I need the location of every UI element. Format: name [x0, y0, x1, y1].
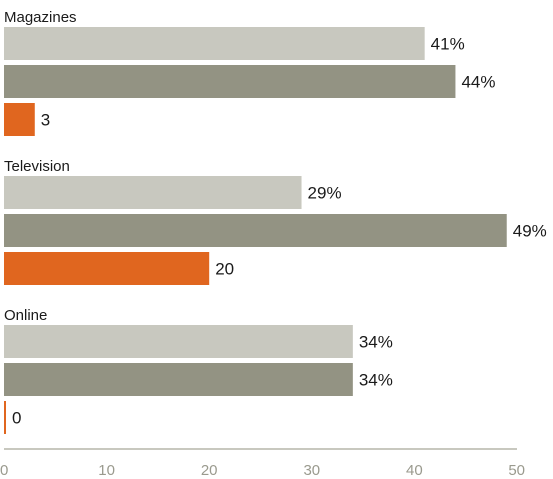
category-label: Magazines: [4, 9, 77, 26]
bar-online-series-1: [4, 325, 353, 358]
bar-magazines-series-3: [4, 103, 35, 136]
chart-groups: Magazines 41% 44% 3 Television 29% 49% 20 Online…: [4, 9, 547, 434]
value-label: 41%: [431, 35, 465, 54]
bar-television-series-3: [4, 252, 210, 285]
category-label: Television: [4, 158, 70, 175]
value-label: 20: [215, 260, 234, 279]
category-label: Online: [4, 307, 47, 324]
value-label: 44%: [461, 73, 495, 92]
group-online: Online 34% 34% 0: [4, 307, 393, 434]
bar-magazines-series-2: [4, 65, 456, 98]
x-tick-label: 10: [98, 462, 115, 479]
group-television: Television 29% 49% 20: [4, 158, 547, 285]
bar-online-series-2: [4, 363, 353, 396]
bar-magazines-series-1: [4, 27, 425, 60]
bar-television-series-1: [4, 176, 302, 209]
value-label: 3: [41, 111, 50, 130]
value-label: 29%: [308, 184, 342, 203]
x-axis: 0 10 20 30 40 50: [0, 448, 525, 479]
x-tick-label: 50: [508, 462, 525, 479]
value-label: 34%: [359, 333, 393, 352]
value-label: 49%: [513, 222, 547, 241]
bar-television-series-2: [4, 214, 507, 247]
value-label: 34%: [359, 371, 393, 390]
x-tick-label: 20: [201, 462, 218, 479]
bar-online-series-3: [4, 401, 6, 434]
value-label: 0: [12, 409, 21, 428]
x-tick-label: 40: [406, 462, 423, 479]
x-tick-label: 0: [0, 462, 8, 479]
group-magazines: Magazines 41% 44% 3: [4, 9, 495, 136]
x-tick-label: 30: [303, 462, 320, 479]
